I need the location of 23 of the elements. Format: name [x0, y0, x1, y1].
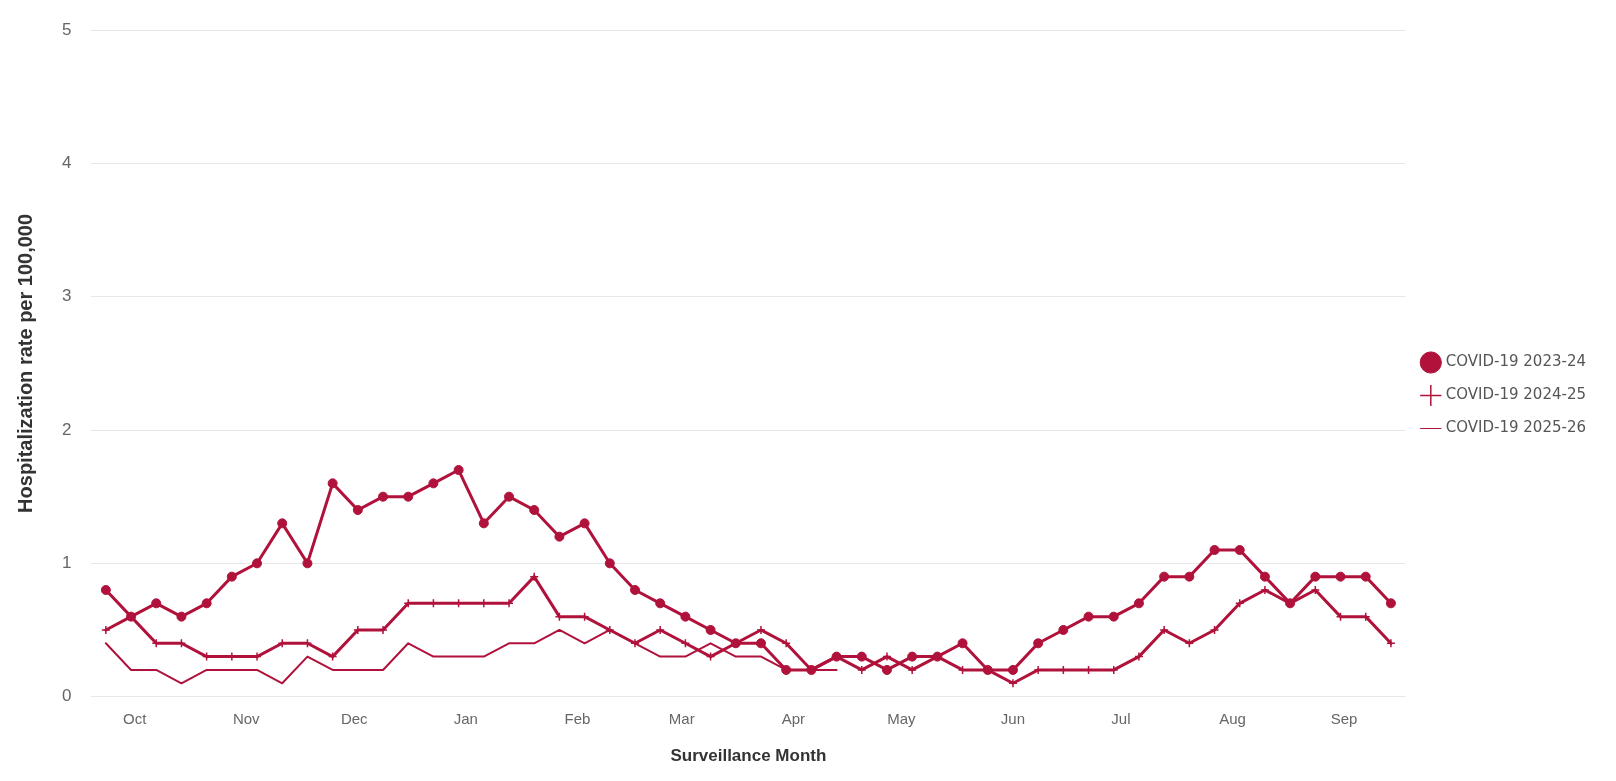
x-tick-label: Jul	[1111, 709, 1131, 727]
x-tick-label: Dec	[340, 709, 369, 727]
x-tick-label: Feb	[564, 709, 591, 727]
x-tick-label: Sep	[1330, 709, 1358, 727]
y-tick-label: 2	[61, 419, 72, 439]
x-tick-label: Apr	[781, 709, 806, 727]
y-tick-label: 1	[61, 553, 72, 573]
x-tick-label: Jan	[453, 709, 478, 727]
x-tick-label: Oct	[122, 709, 148, 727]
x-tick-label: May	[887, 709, 917, 727]
y-tick-label: 0	[61, 686, 72, 706]
x-tick-label: Jun	[1000, 709, 1026, 727]
x-tick-label: Nov	[232, 709, 261, 727]
y-tick-label: 3	[61, 286, 72, 306]
legend-label: COVID-19 2024-25	[1445, 385, 1587, 404]
legend-label: COVID-19 2025-26	[1445, 418, 1587, 437]
x-tick-label: Mar	[668, 709, 695, 727]
x-tick-label: Aug	[1219, 709, 1246, 727]
x-axis-title: Surveillance Month	[670, 746, 827, 766]
y-axis-title: Hospitalization rate per 100,000	[13, 213, 36, 513]
legend-label: COVID-19 2023-24	[1445, 352, 1587, 371]
y-tick-label: 4	[61, 153, 72, 173]
y-tick-label: 5	[61, 19, 72, 39]
